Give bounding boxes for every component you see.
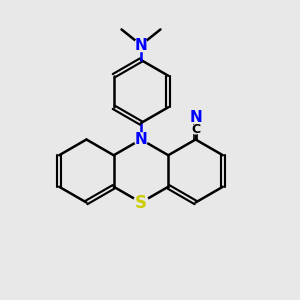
- Text: S: S: [135, 194, 147, 211]
- Circle shape: [189, 110, 202, 124]
- Circle shape: [134, 133, 148, 146]
- Text: N: N: [189, 110, 202, 124]
- Circle shape: [191, 125, 200, 134]
- Text: N: N: [135, 38, 147, 52]
- Circle shape: [134, 38, 148, 52]
- Text: C: C: [191, 123, 200, 136]
- Text: N: N: [135, 132, 147, 147]
- Circle shape: [134, 195, 148, 210]
